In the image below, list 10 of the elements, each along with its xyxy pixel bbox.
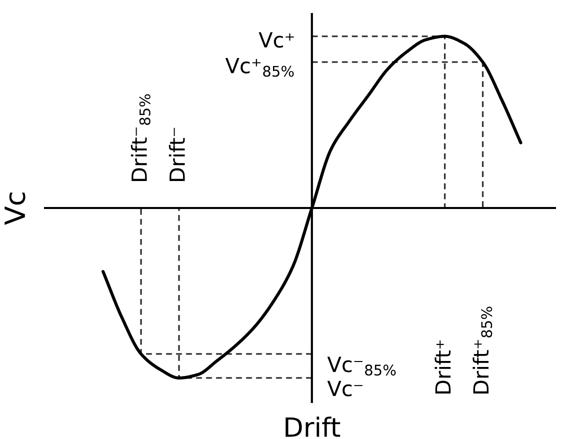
- annotation: Drift⁻$_{85%}$: [130, 94, 150, 181]
- annotation: Drift⁺: [434, 340, 451, 394]
- ref-line-label: Vc⁻: [327, 380, 362, 396]
- ref-line-label: Vc⁻$_{85%}$: [327, 356, 396, 376]
- x-axis-title: Drift: [286, 416, 340, 437]
- ref-line-label: Vc⁺: [258, 32, 294, 48]
- annotation: Drift⁺$_{85%}$: [472, 306, 492, 394]
- ref-line-label: Vc⁺$_{85%}$: [225, 58, 294, 77]
- annotation: Drift⁻: [168, 128, 185, 181]
- y-axis-title: Vc: [4, 192, 26, 225]
